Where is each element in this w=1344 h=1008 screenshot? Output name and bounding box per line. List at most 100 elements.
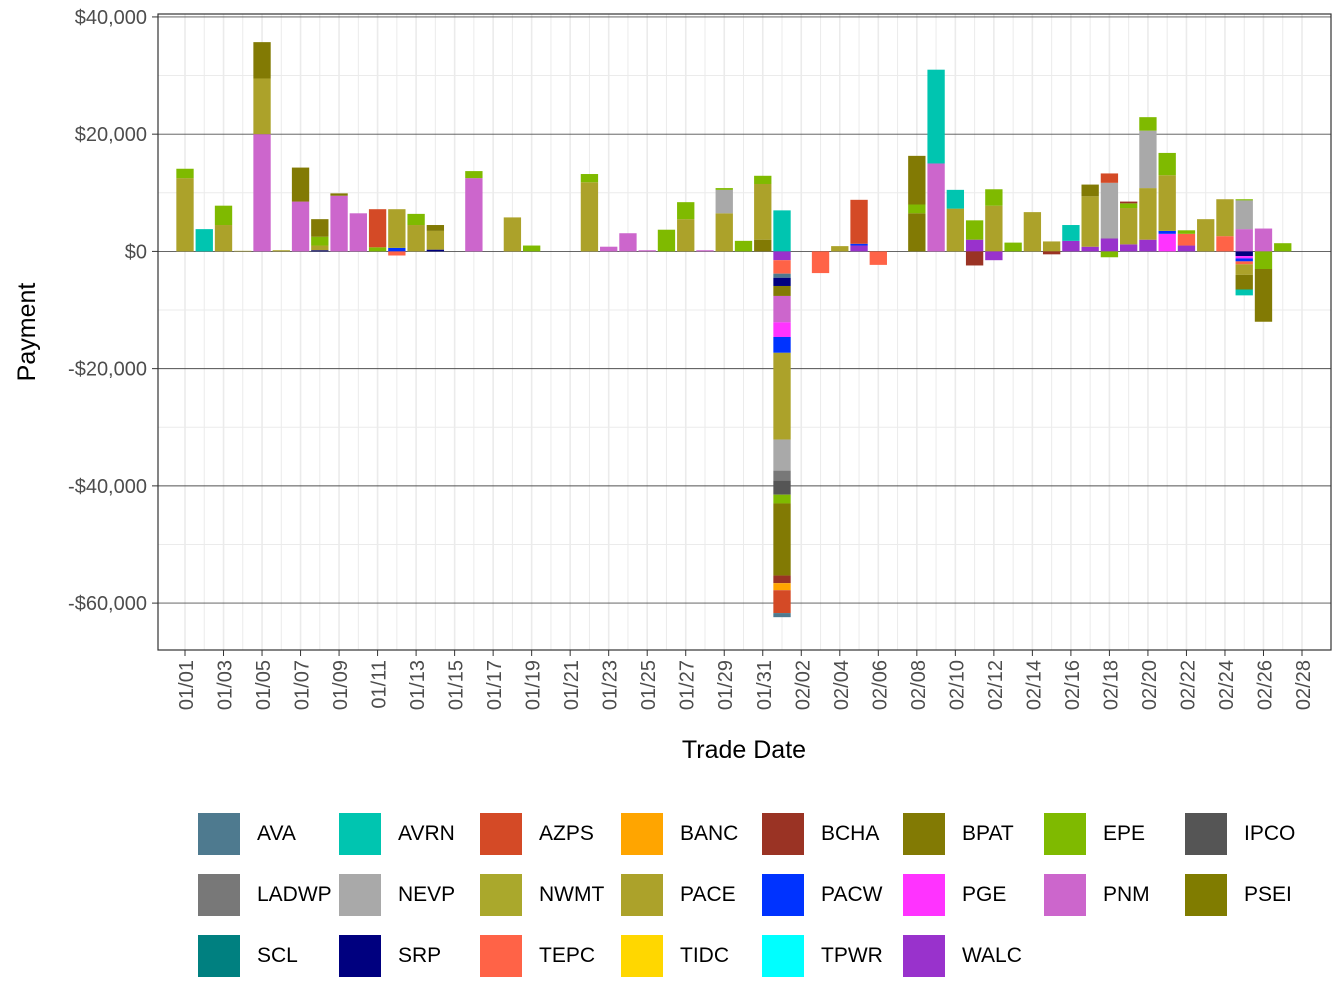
x-tick-label: 02/12: [985, 660, 1007, 710]
legend-label: NEVP: [398, 883, 456, 906]
bar-segment-pacw-02-21: [1158, 230, 1176, 234]
legend-swatch: [762, 813, 804, 855]
legend-swatch: [198, 874, 240, 916]
legend-label: PSEI: [1244, 883, 1292, 906]
bars-layer: [176, 42, 1292, 618]
bar-segment-pace-01-01: [176, 178, 194, 252]
bar-segment-azps-02-05: [850, 199, 868, 244]
bar-segment-bpat-02-25: [1235, 274, 1253, 290]
bar-segment-pace-02-17: [1081, 196, 1099, 247]
legend-swatch: [198, 935, 240, 977]
legend-swatch: [339, 874, 381, 916]
bar-segment-epe-01-31: [754, 175, 772, 184]
bar-segment-tepc-02-22: [1177, 233, 1196, 246]
legend-item-tepc: TEPC: [480, 934, 595, 978]
legend-item-ladwp: LADWP: [198, 873, 332, 917]
y-tick-label: -$60,000: [68, 593, 147, 615]
x-axis-title: Trade Date: [682, 736, 806, 764]
y-axis-title: Payment: [13, 283, 41, 382]
legend-swatch: [339, 935, 381, 977]
x-tick-label: 01/03: [215, 660, 237, 710]
legend-item-banc: BANC: [621, 812, 738, 856]
bar-segment-pace-01-08: [311, 245, 329, 251]
bar-segment-pace-01-04: [234, 250, 252, 252]
bar-segment-epe-01-26: [657, 229, 676, 252]
x-tick-label: 02/02: [792, 660, 814, 710]
bar-segment-epe-01-11: [368, 247, 387, 252]
x-tick-label: 01/27: [677, 660, 699, 710]
bar-segment-walc-02-01: [773, 251, 791, 261]
bar-segment-pace-02-24: [1216, 199, 1234, 237]
grid-layer: [158, 14, 1331, 650]
legend-swatch: [903, 935, 945, 977]
bar-segment-epe-02-08: [908, 204, 926, 214]
bar-segment-srp-02-25: [1235, 251, 1253, 257]
bar-segment-pace-01-14: [426, 230, 445, 250]
bar-segment-pacw-02-05: [850, 243, 868, 246]
bar-segment-tepc-02-24: [1216, 236, 1234, 252]
bar-segment-avrn-02-16: [1062, 225, 1080, 241]
bar-segment-epe-02-27: [1274, 243, 1292, 252]
legend-label: BCHA: [821, 822, 880, 845]
legend-label: BPAT: [962, 822, 1014, 845]
bar-segment-walc-02-16: [1062, 240, 1080, 252]
x-tick-label: 02/06: [869, 660, 891, 710]
bar-segment-nevp-02-18: [1100, 182, 1119, 239]
bar-segment-nevp-02-25: [1235, 200, 1253, 230]
legend-item-ava: AVA: [198, 812, 296, 856]
bar-segment-avrn-02-10: [946, 189, 965, 209]
bar-segment-pge-02-01: [773, 322, 791, 337]
x-tick-label: 02/26: [1254, 660, 1276, 710]
bar-segment-pace-02-23: [1197, 219, 1215, 252]
bar-segment-pace-01-03: [214, 225, 233, 252]
bar-segment-bpat-02-01: [773, 503, 791, 576]
y-tick-label: $40,000: [75, 7, 147, 29]
legend-label: TEPC: [539, 944, 596, 967]
x-tick-label: 01/23: [600, 660, 622, 710]
bar-segment-bpat-01-05: [253, 42, 271, 79]
bar-segment-epe-01-22: [580, 174, 599, 183]
bar-segment-pace-02-12: [985, 205, 1003, 252]
bar-segment-srp-01-08: [311, 250, 329, 252]
legend-label: PNM: [1103, 883, 1150, 906]
bar-segment-pace-01-12: [388, 209, 406, 248]
bar-segment-bpat-02-01: [773, 285, 791, 296]
bar-segment-walc-02-17: [1081, 246, 1099, 252]
legend-swatch: [480, 935, 522, 977]
bar-segment-epe-02-01: [773, 494, 791, 504]
bar-segment-bcha-02-01: [773, 575, 791, 584]
bar-segment-epe-02-18: [1100, 251, 1119, 258]
bar-segment-epe-02-26: [1254, 251, 1273, 269]
bar-segment-pace-01-22: [580, 182, 599, 252]
bar-segment-epe-02-19: [1120, 203, 1138, 209]
legend-label: AVRN: [398, 822, 455, 845]
x-tick-label: 02/14: [1023, 660, 1045, 710]
bar-segment-pace-01-18: [503, 217, 522, 252]
bar-segment-nevp-01-29: [715, 189, 733, 214]
bar-segment-epe-01-29: [715, 188, 733, 190]
legend-label: WALC: [962, 944, 1022, 967]
bar-segment-walc-02-05: [850, 245, 868, 252]
x-tick-label: 01/11: [369, 660, 391, 709]
legend-item-avrn: AVRN: [339, 812, 455, 856]
legend-swatch: [1044, 874, 1086, 916]
bar-segment-epe-01-30: [734, 240, 753, 252]
legend-label: PACW: [821, 883, 883, 906]
bar-segment-walc-02-12: [985, 251, 1003, 261]
bar-segment-bpat-02-08: [908, 155, 926, 205]
bar-segment-pge-02-25: [1235, 256, 1253, 259]
x-tick-label: 01/25: [638, 660, 660, 710]
bar-segment-pacw-01-12: [388, 247, 406, 252]
legend-swatch: [1185, 813, 1227, 855]
legend-label: AVA: [257, 822, 296, 845]
bar-segment-walc-02-22: [1177, 245, 1196, 252]
legend-swatch: [762, 935, 804, 977]
bar-segment-bpat-01-14: [426, 225, 445, 231]
bar-segment-pace-01-06: [272, 250, 290, 252]
bar-segment-pnm-01-10: [349, 213, 367, 252]
legend-item-walc: WALC: [903, 934, 1022, 978]
legend-swatch: [1044, 813, 1086, 855]
legend-item-scl: SCL: [198, 934, 298, 978]
